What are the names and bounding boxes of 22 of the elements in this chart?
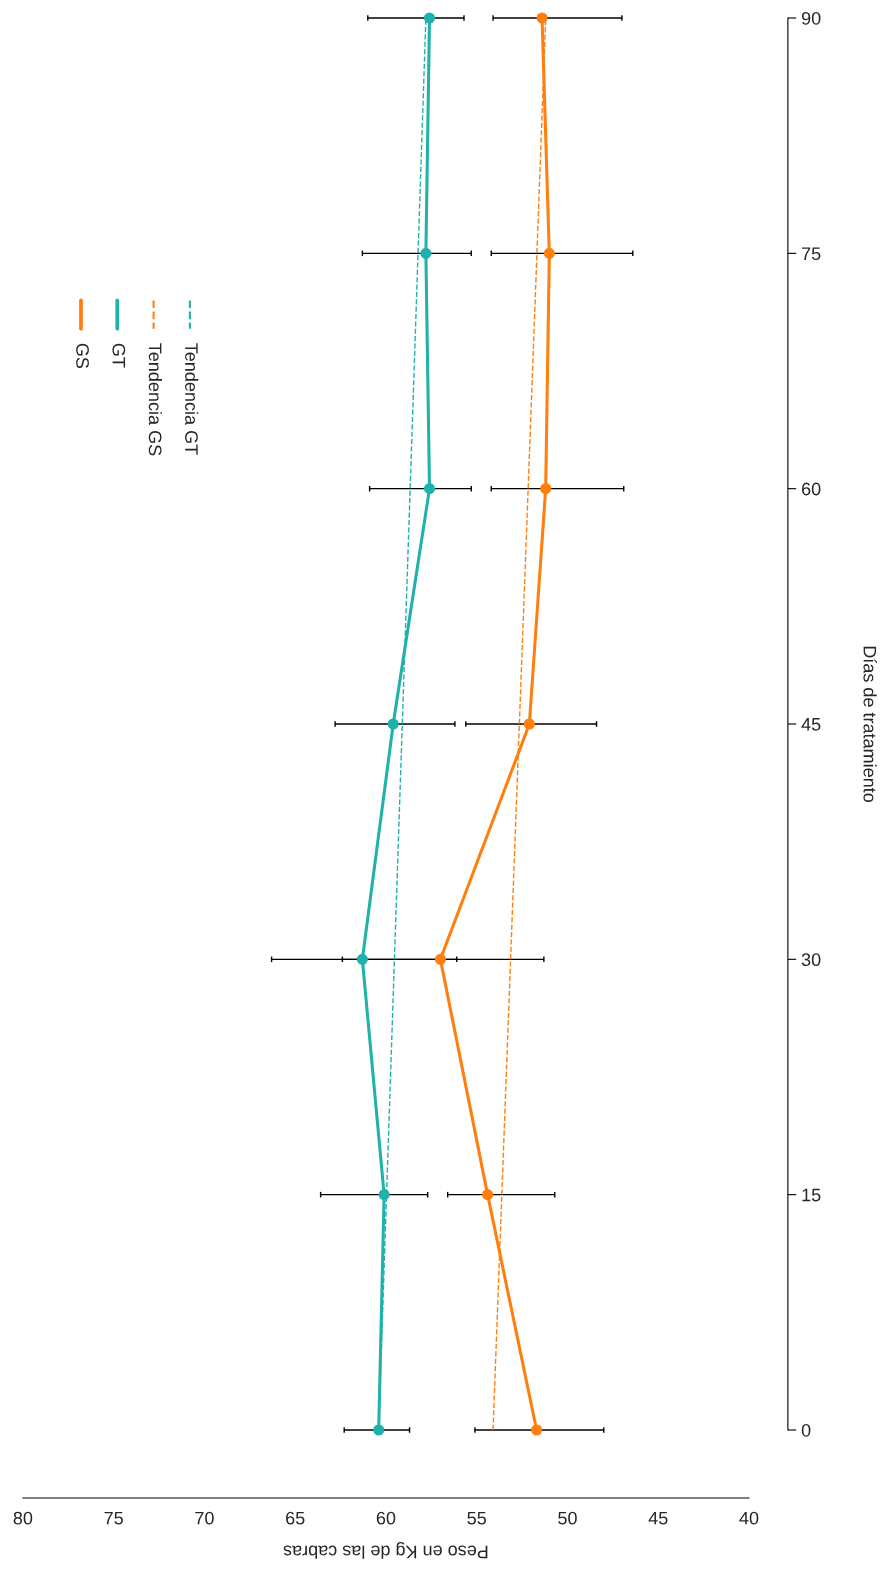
x-tick-label: 70 bbox=[195, 1511, 214, 1525]
x-tick-label: 45 bbox=[648, 1511, 668, 1525]
x-tick-label: 60 bbox=[376, 1511, 396, 1525]
legend-label: GT bbox=[112, 343, 126, 368]
x-tick-label: 55 bbox=[467, 1511, 486, 1525]
y-tick-label: 60 bbox=[802, 482, 821, 496]
y-tick-label: 75 bbox=[802, 247, 821, 261]
y-tick-label: 0 bbox=[801, 1423, 811, 1437]
y-tick-label: 30 bbox=[801, 953, 821, 967]
y-tick-label: 15 bbox=[802, 1188, 821, 1202]
legend-label: GS bbox=[76, 343, 89, 369]
x-tick-label: 65 bbox=[286, 1511, 305, 1525]
y-axis-title: Días de tratamiento bbox=[863, 646, 877, 803]
x-tick-label: 75 bbox=[104, 1511, 123, 1525]
legend-label: Tendencia GS bbox=[148, 343, 163, 456]
legend-label: Tendencia GT bbox=[185, 343, 199, 455]
x-tick-label: 80 bbox=[13, 1511, 33, 1525]
x-tick-label: 50 bbox=[558, 1511, 577, 1525]
y-tick-label: 90 bbox=[801, 11, 821, 25]
y-tick-label: 45 bbox=[801, 718, 821, 731]
x-axis-title: Peso en Kg de las cabras bbox=[283, 1541, 488, 1559]
x-tick-label: 40 bbox=[739, 1511, 759, 1525]
